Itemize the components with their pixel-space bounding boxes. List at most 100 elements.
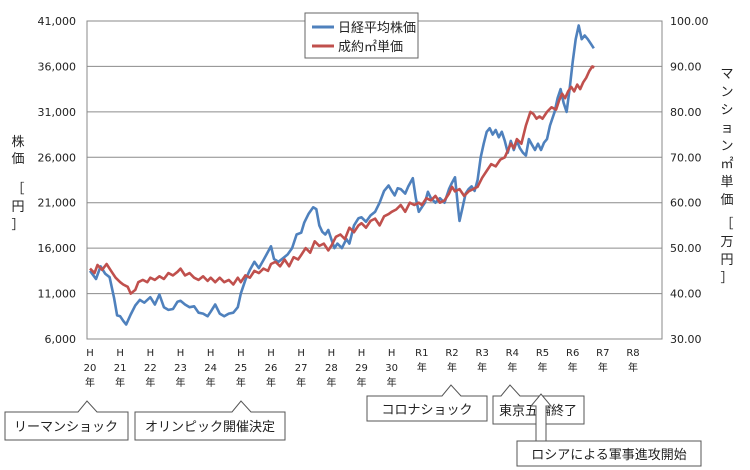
x-tick-label: H 21 年 [114,348,127,389]
right-axis-title-char: 単 [720,174,733,190]
x-tick-line1: R5 [536,348,549,359]
x-tick-line2: 28 [325,363,338,374]
left-axis-title-char: ［ [11,182,24,197]
legend-label-condo-price: 成約㎡単価 [338,39,403,55]
left-axis-ticks: 6,000 11,000 16,000 21,000 26,000 31,000 36,00… [38,15,77,346]
left-axis-title-char: 価 [11,152,24,167]
x-tick-line2: 23 [174,363,187,374]
x-tick-line3: 年 [296,376,306,389]
right-axis-title: マ ン シ ョ ン ㎡ 単 価 ［ 万 円 ］ [720,67,733,286]
x-tick-line3: 年 [357,376,367,389]
x-tick-line3: 年 [85,376,95,389]
series-line-nikkei [88,24,595,326]
right-tick-label: 70.00 [670,151,702,164]
left-axis-title-char: 株 [11,135,24,150]
x-tick-label: H 23 年 [174,348,187,389]
left-axis-title: 株 価 ［ 円 ］ [11,135,24,233]
callout-text: リーマンショック [14,420,118,435]
x-tick-label: H 27 年 [295,348,308,389]
right-axis-title-char: 価 [720,193,733,208]
annotation-corona-shock: コロナショック [366,384,488,422]
x-tick-line1: H [86,348,94,359]
x-tick-label: H 29 年 [355,348,368,389]
x-tick-label: H 22 年 [144,348,157,389]
right-axis-title-char: ㎡ [720,157,733,172]
plot-area-border [86,20,663,340]
x-tick-label: R2 年 [445,348,458,374]
right-axis-title-char: ］ [720,271,733,286]
x-tick-line2: 年 [538,361,548,374]
x-tick-label: H 30 年 [385,348,398,389]
right-axis-title-char: ン [720,139,733,154]
x-tick-line1: H [147,348,155,359]
annotation-olympic-decision: オリンピック開催決定 [134,400,286,441]
right-tick-label: 90.00 [670,60,702,73]
x-tick-line2: 年 [628,361,638,374]
right-tick-label: 30.00 [670,333,702,346]
annotation-russia-invasion: ロシアによる軍事進攻開始 [516,393,702,467]
x-tick-label: R3 年 [476,348,489,374]
x-tick-label: R8 年 [626,348,639,374]
x-tick-line2: 年 [477,361,487,374]
x-tick-label: H 24 年 [204,348,217,389]
x-tick-label: H 26 年 [265,348,278,389]
right-tick-label: 60.00 [670,197,702,210]
left-tick-label: 36,000 [38,60,77,73]
x-tick-line3: 年 [387,376,397,389]
left-tick-label: 16,000 [38,242,77,255]
x-tick-line3: 年 [206,376,216,389]
x-tick-line2: 年 [507,361,517,374]
right-axis-title-char: ョ [720,121,733,136]
callout-box [366,384,488,422]
x-tick-line2: 20 [84,363,97,374]
x-tick-line1: H [388,348,396,359]
series-line-condo-price [89,65,595,295]
x-tick-line1: H [237,348,245,359]
x-tick-label: H 25 年 [234,348,247,389]
x-tick-label: R4 年 [506,348,519,374]
x-tick-line2: 26 [265,363,278,374]
x-tick-line3: 年 [326,376,336,389]
legend-label-nikkei: 日経平均株価 [338,21,416,36]
right-axis-title-char: ［ [720,217,733,232]
x-tick-line2: 30 [385,363,398,374]
left-tick-label: 21,000 [38,197,77,210]
gridlines [87,20,662,340]
right-axis-title-char: 円 [720,253,733,268]
left-axis-title-char: ］ [11,218,24,233]
x-axis-ticks: H 20 年 H 21 年 H 22 年 H 23 年 H 24 年 H 25 年 H 26 年 H 27 年 H 28 年 H 29 年… [84,348,640,389]
x-tick-line1: H [358,348,366,359]
x-tick-label: R7 年 [596,348,609,374]
x-tick-line1: R3 [476,348,489,359]
left-tick-label: 26,000 [38,151,77,164]
x-tick-line1: H [328,348,336,359]
x-tick-label: R5 年 [536,348,549,374]
right-axis-ticks: 30.00 40.00 50.00 60.00 70.00 80.00 90.00 100.0… [670,15,709,346]
x-tick-line1: H [207,348,215,359]
right-tick-label: 50.00 [670,242,702,255]
left-tick-label: 11,000 [38,288,77,301]
x-tick-line1: R4 [506,348,519,359]
x-tick-line2: 22 [144,363,157,374]
callout-box [516,440,702,467]
callout-text: オリンピック開催決定 [145,420,275,435]
right-axis-title-char: 万 [720,235,733,250]
right-tick-label: 40.00 [670,288,702,301]
x-tick-line2: 25 [234,363,247,374]
x-tick-line3: 年 [236,376,246,389]
x-tick-line2: 年 [417,361,427,374]
x-tick-line2: 21 [114,363,127,374]
right-axis-title-char: ン [720,85,733,100]
x-tick-line1: R8 [626,348,639,359]
left-tick-label: 6,000 [45,333,77,346]
x-tick-line3: 年 [145,376,155,389]
x-tick-label: R1 年 [415,348,428,374]
x-tick-label: R6 年 [566,348,579,374]
x-tick-line1: H [177,348,185,359]
x-tick-label: H 20 年 [84,348,97,389]
x-tick-line2: 年 [447,361,457,374]
x-tick-line3: 年 [176,376,186,389]
right-tick-label: 100.00 [670,15,709,28]
left-tick-label: 31,000 [38,106,77,119]
